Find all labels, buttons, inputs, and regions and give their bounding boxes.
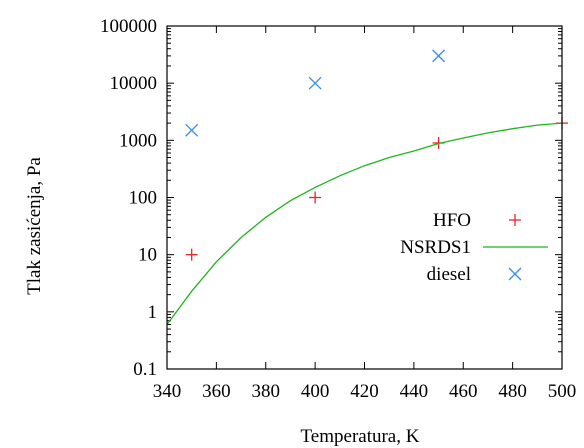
y-tick-label: 1 <box>148 302 158 323</box>
legend-label-hfo: HFO <box>433 210 471 231</box>
y-tick-label: 1000 <box>119 130 157 151</box>
legend: HFO NSRDS1 diesel <box>400 210 548 285</box>
plot-frame <box>166 25 563 370</box>
y-axis-ticks: 0.1 1 10 100 1000 10000 100000 <box>100 16 562 380</box>
x-tick-label: 340 <box>153 381 182 402</box>
legend-label-nsrds1: NSRDS1 <box>400 237 471 258</box>
legend-key-diesel <box>508 267 522 281</box>
y-tick-label: 10000 <box>110 73 158 94</box>
x-axis-ticks: 340 360 380 400 420 440 460 480 500 <box>153 26 577 402</box>
x-tick-label: 460 <box>449 381 478 402</box>
x-tick-label: 400 <box>301 381 330 402</box>
data-point-diesel <box>185 123 199 137</box>
series-line-nsrds1 <box>166 122 563 325</box>
legend-key-hfo <box>509 214 521 226</box>
data-point-diesel <box>432 49 446 63</box>
data-point-hfo <box>185 248 198 261</box>
data-point-hfo <box>309 191 322 204</box>
x-tick-label: 440 <box>400 381 429 402</box>
x-tick-label: 360 <box>202 381 231 402</box>
x-tick-label: 500 <box>548 381 577 402</box>
y-tick-label: 10 <box>138 245 157 266</box>
y-tick-label: 0.1 <box>133 359 157 380</box>
series-layer <box>166 49 568 325</box>
x-tick-label: 480 <box>498 381 527 402</box>
data-point-diesel <box>308 76 322 90</box>
x-tick-label: 420 <box>350 381 379 402</box>
y-tick-label: 100 <box>129 188 158 209</box>
x-tick-label: 380 <box>252 381 281 402</box>
x-axis-title: Temperatura, K <box>301 426 420 447</box>
legend-label-diesel: diesel <box>427 264 471 285</box>
y-axis-title: Tlak zasićenja, Pa <box>24 157 45 295</box>
y-tick-label: 100000 <box>100 16 157 37</box>
